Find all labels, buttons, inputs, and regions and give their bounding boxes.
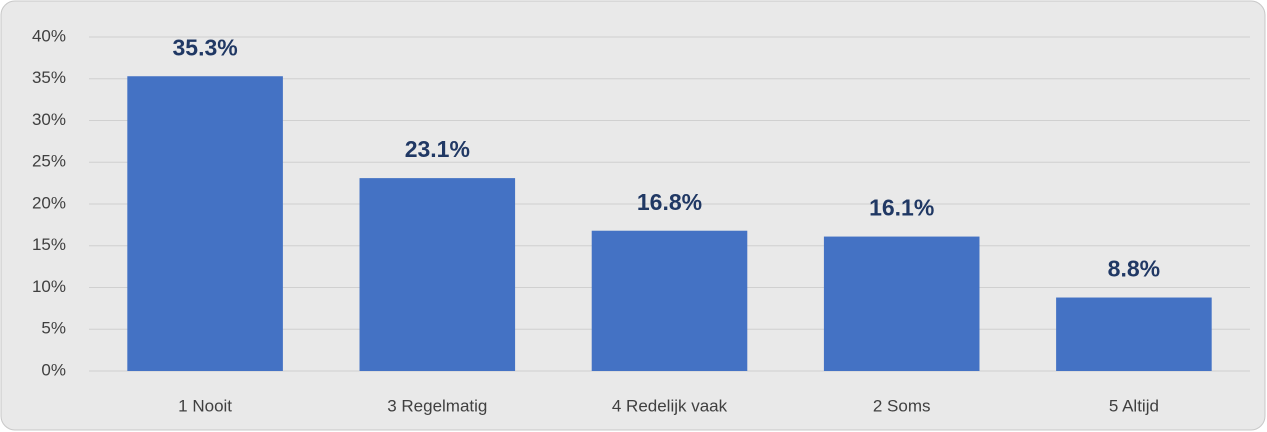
bar [1056,297,1212,371]
x-tick-label: 3 Regelmatig [387,396,487,415]
data-label: 35.3% [172,34,237,60]
bar [823,236,980,371]
bar [127,76,283,372]
y-tick-label: 0% [41,360,66,379]
x-tick-label: 5 Altijd [1109,396,1159,415]
data-label: 23.1% [405,136,470,162]
x-tick-label: 1 Nooit [178,396,232,415]
x-tick-label: 2 Soms [873,396,931,415]
x-tick-label: 4 Redelijk vaak [612,396,728,415]
y-tick-label: 40% [32,26,66,45]
bar [591,230,748,371]
y-tick-label: 10% [32,277,66,296]
y-tick-label: 20% [32,193,66,212]
data-label: 16.8% [637,189,702,215]
y-tick-label: 30% [32,110,66,129]
y-tick-label: 5% [41,319,66,338]
data-label: 16.1% [869,195,934,221]
y-tick-label: 25% [32,152,66,171]
bar [359,178,516,371]
y-tick-label: 35% [32,68,66,87]
y-tick-label: 15% [32,235,66,254]
data-label: 8.8% [1108,256,1160,282]
